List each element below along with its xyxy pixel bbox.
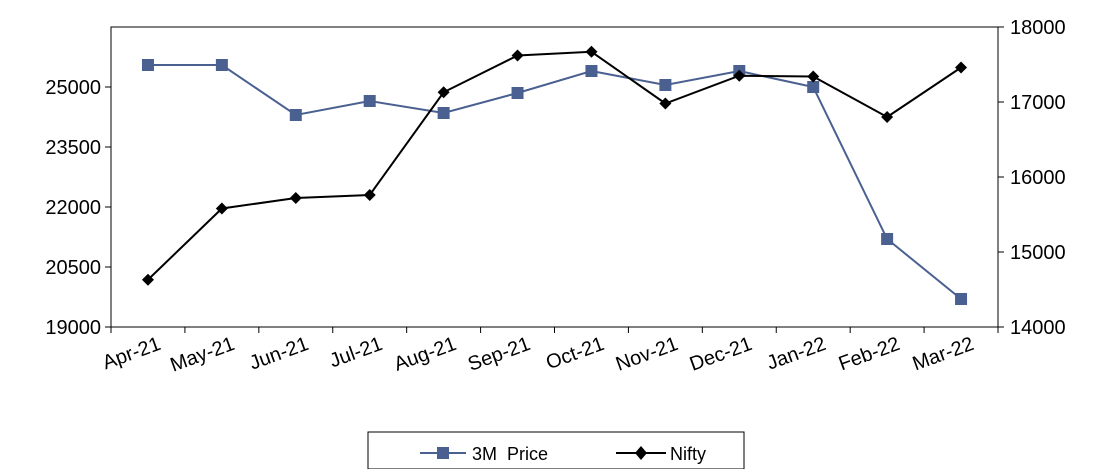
- right-tick-label: 15000: [1010, 242, 1066, 264]
- data-point-3m-price: [215, 59, 228, 71]
- data-point-nifty: [733, 69, 746, 82]
- x-tick-label: Feb-22: [836, 333, 903, 375]
- data-point-nifty: [363, 189, 376, 201]
- data-point-3m-price: [659, 79, 672, 91]
- x-tick-label: Sep-21: [465, 333, 533, 376]
- legend-3m-price-label: 3M Price: [472, 444, 548, 464]
- plot-area: [110, 26, 999, 328]
- legend-3m-price-marker: [437, 447, 449, 459]
- left-tick-label: 23500: [45, 137, 101, 159]
- data-point-nifty: [881, 111, 894, 123]
- series-line-nifty: [147, 50, 962, 281]
- x-tick-label: Dec-21: [687, 333, 755, 376]
- x-tick-label: Jun-21: [247, 333, 312, 375]
- x-tick-label: Jul-21: [327, 333, 386, 372]
- data-point-3m-price: [363, 95, 376, 107]
- x-tick-label: Oct-21: [543, 333, 607, 374]
- legend-nifty-marker: [635, 446, 647, 460]
- x-tick-label: Mar-22: [910, 333, 977, 375]
- data-point-nifty: [289, 192, 302, 204]
- x-tick-label: Nov-21: [613, 333, 681, 376]
- data-point-nifty: [141, 273, 154, 286]
- legend: 3M Price Nifty: [367, 431, 745, 469]
- data-point-nifty: [437, 86, 450, 99]
- data-point-3m-price: [437, 107, 450, 119]
- data-point-nifty: [659, 97, 672, 110]
- series-layer: [141, 45, 968, 305]
- data-point-nifty: [215, 202, 228, 215]
- legend-box: [367, 431, 745, 469]
- left-tick-label: 22000: [45, 197, 101, 219]
- legend-nifty-label: Nifty: [670, 444, 706, 464]
- x-tick-label: Apr-21: [100, 333, 164, 374]
- right-tick-label: 17000: [1010, 92, 1066, 114]
- right-y-axis: 14000 15000 16000 17000 18000: [998, 17, 1066, 339]
- x-tick-label: Aug-21: [391, 333, 459, 376]
- left-tick-label: 25000: [45, 77, 101, 99]
- data-point-3m-price: [955, 293, 968, 305]
- data-point-nifty: [955, 61, 968, 74]
- data-point-3m-price: [585, 65, 598, 77]
- data-point-3m-price: [141, 59, 154, 71]
- data-point-3m-price: [881, 233, 894, 245]
- left-tick-label: 20500: [45, 257, 101, 279]
- left-y-axis: 19000 20500 22000 23500 25000: [45, 77, 111, 339]
- right-tick-label: 14000: [1010, 317, 1066, 339]
- right-tick-label: 16000: [1010, 167, 1066, 189]
- x-axis: Apr-21 May-21 Jun-21 Jul-21 Aug-21 Sep-21 Oct-…: [100, 327, 999, 377]
- data-point-3m-price: [807, 81, 820, 93]
- legend-item-nifty: Nifty: [616, 444, 706, 464]
- data-point-nifty: [807, 70, 820, 83]
- x-tick-label: May-21: [167, 333, 237, 376]
- data-point-nifty: [511, 49, 524, 62]
- legend-item-3m-price: 3M Price: [420, 444, 548, 464]
- right-tick-label: 18000: [1010, 17, 1066, 39]
- series-line-3m-price: [147, 64, 962, 300]
- data-point-nifty: [585, 45, 598, 58]
- x-tick-label: Jan-22: [764, 333, 829, 375]
- data-point-3m-price: [289, 109, 302, 121]
- data-point-3m-price: [511, 87, 524, 99]
- left-tick-label: 19000: [45, 317, 101, 339]
